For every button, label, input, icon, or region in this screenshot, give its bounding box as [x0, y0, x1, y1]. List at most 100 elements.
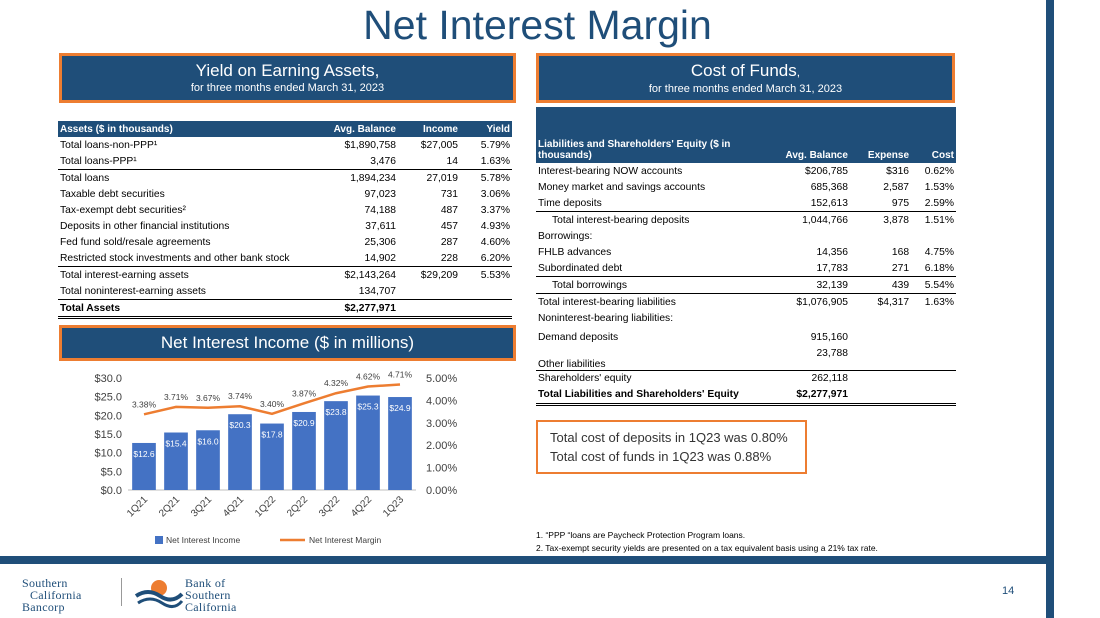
bar [228, 414, 252, 490]
table-row: Total Assets $2,277,971 [58, 299, 512, 319]
table-row: Fed fund sold/resale agreements 25,306 287… [58, 234, 512, 250]
cell: 975 [849, 195, 912, 212]
logo-line: Bank of [185, 576, 226, 590]
cell: 262,118 [811, 373, 848, 384]
x-tick-label: 1Q22 [253, 494, 278, 519]
table-header-row: Assets ($ in thousands) Avg. Balance Inc… [58, 121, 512, 137]
column-header: Expense [849, 107, 912, 163]
row-label: Deposits in other financial institutions [60, 220, 230, 232]
cell: 152,613 [760, 195, 850, 212]
bar [324, 401, 348, 490]
cell: $316 [886, 165, 910, 177]
line-data-label: 3.40% [260, 399, 285, 409]
row-label: Total loans-PPP¹ [58, 153, 316, 170]
table-row: Noninterest-bearing liabilities: [536, 310, 956, 326]
legend-swatch-bar [155, 536, 163, 544]
bar [164, 432, 188, 490]
table-row: Interest-bearing NOW accounts $206,785 $31… [536, 163, 956, 179]
yield-header-subtitle: for three months ended March 31, 2023 [190, 82, 385, 94]
table-row: Total Liabilities and Shareholders' Equi… [536, 386, 956, 406]
row-label: Noninterest-bearing liabilities: [538, 312, 674, 324]
cell: 457 [440, 220, 458, 232]
cell: 4.75% [924, 246, 954, 258]
y-right-tick-label: 2.00% [426, 440, 457, 452]
column-header: Avg. Balance [760, 107, 850, 163]
bar-data-label: $17.8 [261, 430, 283, 440]
cell: $29,209 [420, 269, 458, 281]
line-data-label: 4.32% [324, 378, 349, 388]
cell: $2,277,971 [760, 386, 850, 406]
cell: $27,005 [420, 139, 458, 151]
table-row: Time deposits 152,613 975 2.59% [536, 195, 956, 212]
callout-line: Total cost of deposits in 1Q23 was 0.80% [550, 430, 788, 445]
cell [849, 386, 912, 406]
cell: $1,076,905 [796, 296, 848, 308]
y-left-tick-label: $5.0 [101, 466, 122, 478]
cell: 5.53% [480, 269, 510, 281]
y-right-tick-label: 0.00% [426, 485, 457, 497]
line-data-label: 4.62% [356, 372, 381, 382]
cell: 287 [440, 236, 458, 248]
column-header: Assets ($ in thousands) [58, 121, 316, 137]
cell: 134,707 [316, 283, 398, 300]
cell: 32,139 [760, 276, 850, 294]
table-row: Tax-exempt debt securities² 74,188 487 3.37… [58, 202, 512, 218]
cell: 1.63% [460, 153, 512, 170]
page-title: Net Interest Margin [363, 2, 712, 48]
bar-data-label: $23.8 [325, 407, 347, 417]
x-tick-label: 3Q22 [317, 494, 342, 519]
row-label: Total loans-non-PPP¹ [60, 139, 158, 151]
column-header: Cost [911, 107, 956, 163]
x-tick-label: 3Q21 [189, 494, 214, 519]
callout-line: Total cost of funds in 1Q23 was 0.88% [550, 449, 772, 464]
cell [850, 326, 911, 348]
row-label: Total interest-bearing liabilities [538, 296, 676, 308]
line-data-label: 3.71% [164, 392, 189, 402]
y-left-tick-label: $15.0 [94, 429, 122, 441]
x-tick-label: 1Q21 [125, 494, 150, 519]
table-row: Restricted stock investments and other b… [58, 250, 512, 267]
table-row: Total noninterest-earning assets 134,707 [58, 283, 512, 300]
row-label: Total loans [60, 172, 110, 184]
table-row: FHLB advances 14,356 168 4.75% [536, 244, 956, 260]
table-row: Total interest-bearing liabilities $1,076… [536, 294, 956, 311]
cell [760, 310, 850, 326]
row-label: Restricted stock investments and other b… [58, 250, 316, 267]
table-row: Money market and savings accounts 685,368… [536, 179, 956, 195]
cell: 1.51% [924, 214, 954, 226]
column-header: Income [398, 121, 460, 137]
yield-header-title: Yield on Earning Assets, [195, 61, 380, 80]
footnote-2: 2. Tax-exempt security yields are presen… [536, 543, 878, 553]
bar [260, 423, 284, 490]
bar-data-label: $15.4 [165, 439, 187, 449]
cell: 74,188 [364, 204, 397, 216]
cell [460, 283, 512, 300]
yield-header: Yield on Earning Assets, for three month… [59, 53, 516, 103]
cell: 3,878 [883, 214, 910, 226]
table-row: Total interest-earning assets $2,143,264 $… [58, 267, 512, 284]
cost-header-comma: , [796, 65, 801, 79]
cell: 685,368 [810, 181, 848, 193]
bar-data-label: $20.9 [293, 418, 315, 428]
logo-divider [121, 578, 122, 606]
cell: 0.62% [924, 165, 954, 177]
legend-label: Net Interest Margin [309, 535, 382, 545]
table-row: Total interest-bearing deposits 1,044,766… [536, 212, 956, 229]
cell [911, 370, 956, 387]
bank-of-southern-california-logo: Bank of Southern California [185, 577, 237, 613]
cell: 1.53% [924, 181, 954, 193]
row-label: Other liabilities [536, 348, 760, 371]
cell [850, 370, 911, 387]
bar [132, 442, 156, 490]
cell: 1,044,766 [802, 214, 848, 226]
cell [911, 326, 956, 348]
cell: 1.63% [924, 296, 954, 308]
row-label: Tax-exempt debt securities² [60, 204, 186, 216]
column-header: Avg. Balance [316, 121, 398, 137]
line-data-label: 4.71% [388, 369, 413, 379]
column-header: Yield [460, 121, 512, 137]
cell: 37,611 [365, 220, 396, 232]
cell: 25,306 [364, 236, 397, 248]
cell: 2,587 [883, 181, 910, 193]
line-data-label: 3.87% [292, 388, 317, 398]
